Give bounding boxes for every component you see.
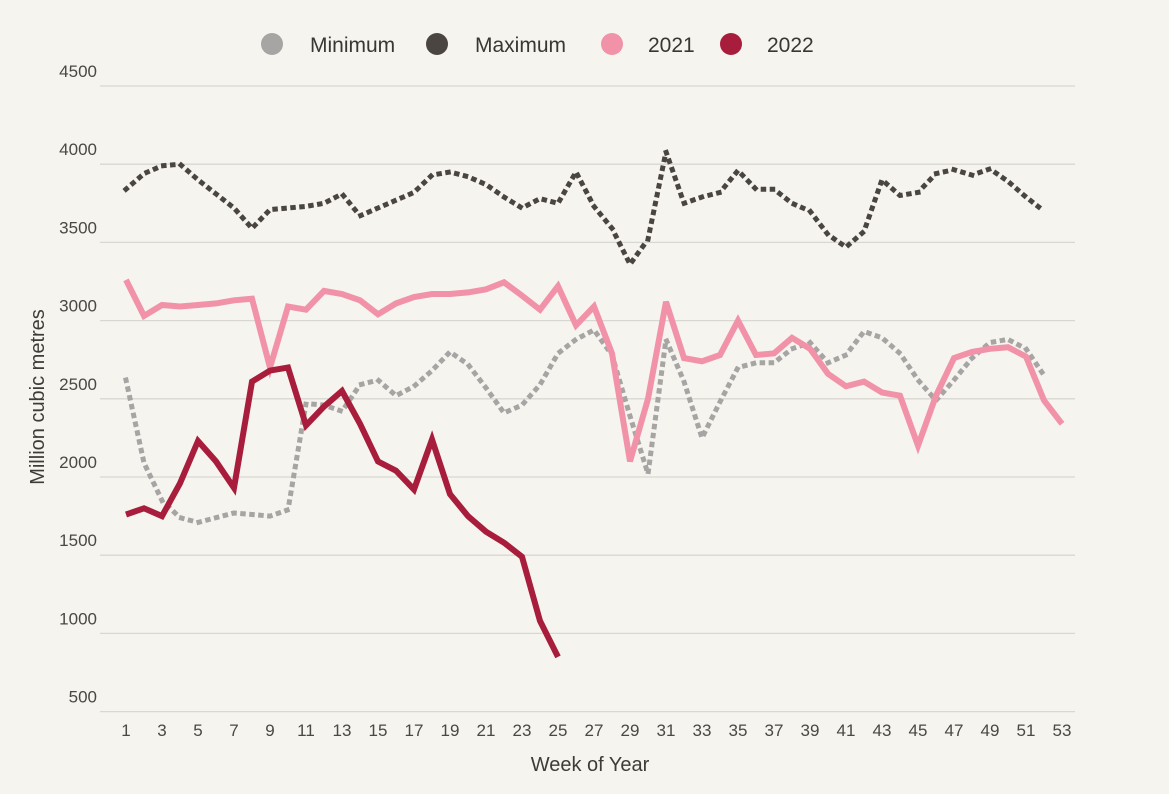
x-tick-label-5: 5	[193, 721, 202, 740]
legend-marker-2021	[601, 33, 623, 55]
legend-item-2022[interactable]: 2022	[720, 33, 814, 57]
y-axis-title: Million cubic metres	[27, 309, 49, 485]
series-lines	[122, 142, 1065, 659]
x-tick-label-41: 41	[837, 721, 856, 740]
y-axis-tick-labels: 4500 4000 3500 3000 2500 2000 1500 1000 500	[59, 62, 97, 707]
y-tick-label-2500: 2500	[59, 375, 97, 394]
series-line-2021	[123, 278, 1065, 463]
x-tick-label-27: 27	[585, 721, 604, 740]
series-line-2022	[125, 364, 561, 659]
x-tick-label-21: 21	[477, 721, 496, 740]
legend-item-minimum[interactable]: Minimum	[261, 33, 395, 57]
x-axis-tick-labels: 1 3 5 7 9 11 13 15 17 19 21 23 25 27 29 31 33 35 37 39 41 43 4…	[121, 721, 1071, 740]
y-tick-label-2000: 2000	[59, 453, 97, 472]
y-tick-label-4000: 4000	[59, 140, 97, 159]
x-tick-label-11: 11	[297, 721, 315, 740]
legend-label-minimum: Minimum	[310, 34, 395, 57]
legend-label-2022: 2022	[767, 34, 814, 57]
x-tick-label-53: 53	[1053, 721, 1072, 740]
x-tick-label-19: 19	[441, 721, 460, 740]
y-tick-label-1000: 1000	[59, 609, 97, 628]
legend-item-2021[interactable]: 2021	[601, 33, 695, 57]
x-tick-label-45: 45	[909, 721, 928, 740]
legend-label-maximum: Maximum	[475, 34, 566, 57]
x-axis-title: Week of Year	[531, 754, 650, 776]
x-tick-label-15: 15	[369, 721, 388, 740]
gridlines	[100, 85, 1075, 713]
x-tick-label-9: 9	[265, 721, 274, 740]
x-tick-label-31: 31	[657, 721, 676, 740]
x-tick-label-1: 1	[121, 721, 130, 740]
y-tick-label-3000: 3000	[59, 297, 97, 316]
x-tick-label-43: 43	[873, 721, 892, 740]
x-tick-label-3: 3	[157, 721, 166, 740]
x-tick-label-7: 7	[229, 721, 238, 740]
legend-item-maximum[interactable]: Maximum	[426, 33, 566, 57]
x-tick-label-17: 17	[405, 721, 424, 740]
x-tick-label-35: 35	[729, 721, 748, 740]
legend: Minimum Maximum 2021 2022	[261, 33, 814, 57]
x-tick-label-23: 23	[513, 721, 532, 740]
y-tick-label-3500: 3500	[59, 218, 97, 237]
x-tick-label-33: 33	[693, 721, 712, 740]
y-tick-label-4500: 4500	[59, 62, 97, 81]
series-line-minimum	[123, 326, 1048, 525]
x-tick-label-25: 25	[549, 721, 568, 740]
x-tick-label-49: 49	[981, 721, 1000, 740]
legend-marker-2022	[720, 33, 742, 55]
x-tick-label-39: 39	[801, 721, 820, 740]
legend-label-2021: 2021	[648, 34, 695, 57]
x-tick-label-47: 47	[945, 721, 964, 740]
x-tick-label-37: 37	[765, 721, 784, 740]
legend-marker-maximum	[426, 33, 448, 55]
y-tick-label-1500: 1500	[59, 531, 97, 550]
x-tick-label-13: 13	[333, 721, 352, 740]
x-tick-label-51: 51	[1017, 721, 1036, 740]
series-line-maximum	[122, 142, 1048, 270]
y-tick-label-500: 500	[69, 688, 97, 707]
x-tick-label-29: 29	[621, 721, 640, 740]
legend-marker-minimum	[261, 33, 283, 55]
